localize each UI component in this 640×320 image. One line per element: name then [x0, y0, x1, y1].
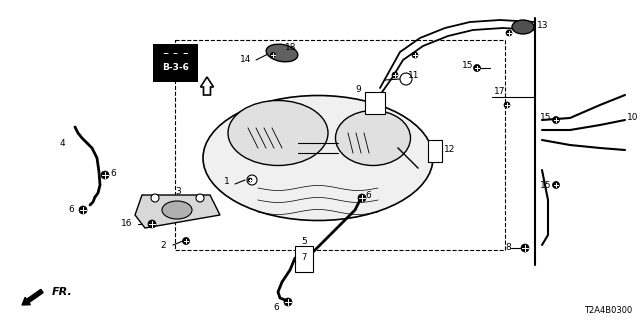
Circle shape [474, 65, 481, 71]
Circle shape [392, 72, 398, 78]
Circle shape [358, 194, 366, 202]
FancyArrow shape [22, 289, 43, 305]
Ellipse shape [512, 20, 534, 34]
Circle shape [504, 102, 510, 108]
Text: 16: 16 [121, 220, 132, 228]
Circle shape [247, 175, 257, 185]
Circle shape [79, 206, 87, 214]
Text: 15: 15 [462, 60, 474, 69]
FancyBboxPatch shape [428, 140, 442, 162]
FancyBboxPatch shape [365, 92, 385, 114]
Text: 11: 11 [408, 70, 419, 79]
Circle shape [151, 194, 159, 202]
Text: 9: 9 [355, 84, 361, 93]
Circle shape [552, 116, 559, 124]
Bar [175, 40, 505, 250]
Text: 6: 6 [110, 169, 116, 178]
Text: 12: 12 [444, 146, 456, 155]
Ellipse shape [162, 201, 192, 219]
Circle shape [412, 52, 418, 58]
Text: 8: 8 [505, 244, 511, 252]
Circle shape [182, 237, 189, 244]
Circle shape [196, 194, 204, 202]
Ellipse shape [228, 100, 328, 165]
Text: 7: 7 [301, 253, 307, 262]
Polygon shape [135, 195, 220, 228]
Circle shape [248, 178, 252, 182]
Text: 4: 4 [60, 139, 66, 148]
Text: 15: 15 [540, 114, 552, 123]
Circle shape [506, 30, 512, 36]
Circle shape [552, 181, 559, 188]
Text: 13: 13 [537, 20, 548, 29]
Text: 2: 2 [160, 242, 166, 251]
Circle shape [271, 52, 275, 58]
FancyArrow shape [200, 77, 214, 95]
Circle shape [101, 171, 109, 179]
Text: 6: 6 [273, 302, 279, 311]
Ellipse shape [335, 110, 410, 165]
Text: 3: 3 [175, 188, 181, 196]
Text: 10: 10 [627, 114, 639, 123]
Text: T2A4B0300: T2A4B0300 [584, 306, 632, 315]
Ellipse shape [266, 44, 298, 62]
Circle shape [284, 298, 292, 306]
FancyBboxPatch shape [295, 246, 313, 272]
Text: 18: 18 [285, 43, 296, 52]
Text: 1: 1 [224, 178, 230, 187]
Text: 17: 17 [494, 86, 506, 95]
Text: FR.: FR. [52, 287, 73, 297]
Text: 6: 6 [365, 190, 371, 199]
Text: B-3-6: B-3-6 [162, 63, 189, 73]
Circle shape [148, 220, 156, 228]
Text: 6: 6 [68, 205, 74, 214]
Circle shape [521, 244, 529, 252]
Text: 14: 14 [240, 55, 252, 65]
Text: 5: 5 [301, 237, 307, 246]
Ellipse shape [203, 95, 433, 220]
Circle shape [400, 73, 412, 85]
Text: B-3-5: B-3-5 [162, 53, 189, 62]
Text: 15: 15 [540, 180, 552, 189]
